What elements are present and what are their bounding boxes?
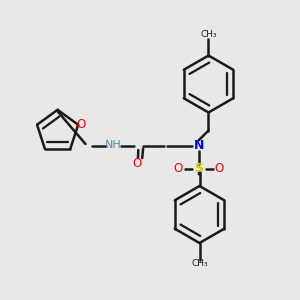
Text: CH₃: CH₃ bbox=[191, 260, 208, 268]
Text: O: O bbox=[215, 162, 224, 176]
Text: CH₃: CH₃ bbox=[200, 30, 217, 39]
Text: O: O bbox=[174, 162, 183, 176]
Text: S: S bbox=[194, 162, 203, 176]
Text: O: O bbox=[76, 118, 85, 131]
Text: NH: NH bbox=[105, 140, 122, 151]
Text: O: O bbox=[133, 157, 142, 170]
Text: N: N bbox=[194, 139, 204, 152]
